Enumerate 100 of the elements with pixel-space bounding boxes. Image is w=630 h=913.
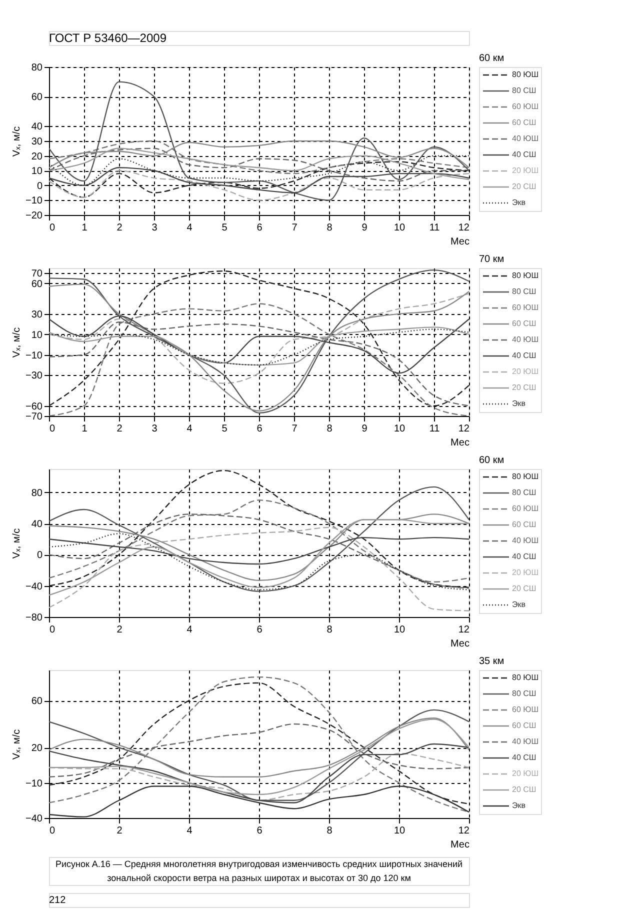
legend-title: 70 км bbox=[479, 254, 504, 265]
x-tick-label: 8 bbox=[326, 222, 333, 234]
y-tick-label: −10 bbox=[26, 196, 43, 207]
legend-label: 40 ЮШ bbox=[512, 737, 539, 746]
legend-label: 80 СШ bbox=[512, 86, 536, 95]
x-tick-label: 12 bbox=[458, 222, 470, 234]
line-series bbox=[49, 500, 469, 583]
line-series bbox=[49, 81, 469, 201]
legend-label: 40 СШ bbox=[512, 753, 536, 762]
x-tick-label: 7 bbox=[292, 424, 298, 434]
legend-title: 60 км bbox=[479, 455, 504, 466]
legend-label: 20 ЮШ bbox=[512, 367, 539, 376]
x-tick-label: 8 bbox=[326, 826, 333, 836]
x-tick-label: 2 bbox=[116, 826, 123, 836]
text: зональной скорости ветра на разных широтах и высотах от 30 до 120 км bbox=[107, 873, 411, 883]
line-series bbox=[49, 743, 469, 804]
y-tick-label: −30 bbox=[26, 370, 43, 382]
line-series bbox=[49, 718, 469, 796]
line-series bbox=[49, 161, 469, 198]
line-series bbox=[49, 315, 469, 374]
y-tick-label: −70 bbox=[26, 412, 43, 422]
y-tick-label: −40 bbox=[26, 581, 43, 592]
legend-title: 60 км bbox=[479, 53, 504, 64]
y-tick-label: 40 bbox=[31, 122, 43, 133]
x-tick-label: 3 bbox=[152, 222, 158, 234]
legend-label: 20 ЮШ bbox=[512, 568, 539, 577]
line-series bbox=[49, 470, 469, 588]
legend-label: 40 ЮШ bbox=[512, 536, 539, 545]
x-tick-label: 9 bbox=[362, 424, 368, 434]
x-tick-label: 3 bbox=[152, 424, 158, 434]
x-tick-label: 6 bbox=[256, 826, 263, 836]
x-tick-label: 12 bbox=[458, 826, 470, 836]
y-tick-label: 60 bbox=[31, 278, 43, 290]
legend-label: 40 СШ bbox=[512, 552, 536, 561]
legend-label: Экв bbox=[512, 801, 526, 810]
y-axis-title: Vₓ, м/с bbox=[12, 126, 23, 157]
legend-label: 60 СШ bbox=[512, 319, 536, 328]
y-tick-label: −10 bbox=[26, 350, 43, 362]
y-tick-label: 80 bbox=[31, 488, 43, 499]
x-tick-label: 0 bbox=[50, 826, 56, 836]
legend-label: 40 СШ bbox=[512, 150, 536, 159]
line-series bbox=[49, 536, 469, 565]
text: 60 ЮШ bbox=[512, 504, 539, 513]
legend-label: 40 ЮШ bbox=[512, 335, 539, 344]
x-tick-label: 2 bbox=[116, 424, 123, 434]
y-tick-label: 10 bbox=[31, 166, 43, 178]
x-tick-label: 10 bbox=[394, 624, 406, 636]
x-axis-title: Мес bbox=[450, 638, 470, 650]
y-axis-title: Vₓ, м/с bbox=[12, 528, 23, 559]
y-tick-label: 70 bbox=[31, 268, 43, 280]
line-series bbox=[49, 170, 469, 201]
x-tick-label: 7 bbox=[292, 222, 298, 234]
legend-label: Экв bbox=[512, 198, 526, 207]
legend-label: 20 ЮШ bbox=[512, 166, 539, 175]
legend-label: 20 ЮШ bbox=[512, 769, 539, 778]
x-axis-title: Мес bbox=[450, 840, 470, 850]
text: 80 СШ bbox=[512, 287, 536, 296]
x-tick-label: 6 bbox=[256, 424, 263, 434]
x-tick-label: 2 bbox=[116, 624, 123, 636]
y-tick-label: 0 bbox=[36, 180, 43, 192]
text: Рисунок А.16 — Средняя многолетняя внутригодовая изменчивость средних широтных значений bbox=[55, 859, 463, 869]
y-tick-label: 60 bbox=[31, 92, 43, 104]
text: ГОСТ Р 53460—2009 bbox=[49, 31, 167, 45]
y-tick-label: 80 bbox=[31, 62, 43, 74]
legend-label: Экв bbox=[512, 399, 526, 408]
x-tick-label: 4 bbox=[186, 222, 193, 234]
x-tick-label: 1 bbox=[82, 222, 88, 234]
line-series bbox=[49, 533, 469, 590]
legend-label: 20 СШ bbox=[512, 584, 536, 593]
x-tick-label: 12 bbox=[458, 424, 470, 434]
legend-label: 40 ЮШ bbox=[512, 134, 539, 143]
x-tick-label: 4 bbox=[186, 826, 193, 836]
text: 80 ЮШ bbox=[512, 673, 539, 682]
y-axis-title: Vₓ, м/с bbox=[12, 327, 23, 358]
line-series bbox=[49, 486, 469, 592]
x-tick-label: 10 bbox=[394, 222, 406, 234]
y-axis-title: Vₓ, м/с bbox=[12, 729, 23, 760]
line-series bbox=[49, 519, 469, 596]
x-tick-label: 5 bbox=[222, 222, 228, 234]
x-tick-label: 8 bbox=[326, 624, 333, 636]
text: 80 ЮШ bbox=[512, 472, 539, 481]
line-series bbox=[49, 292, 469, 384]
x-tick-label: 8 bbox=[326, 424, 333, 434]
y-tick-label: 0 bbox=[36, 550, 43, 562]
x-tick-label: 11 bbox=[429, 424, 440, 434]
line-series bbox=[49, 140, 469, 174]
line-series bbox=[49, 155, 469, 186]
x-tick-label: 2 bbox=[116, 222, 123, 234]
x-tick-label: 10 bbox=[394, 424, 406, 434]
y-tick-label: −10 bbox=[26, 778, 43, 790]
x-tick-label: 0 bbox=[50, 424, 56, 434]
text: 212 bbox=[49, 895, 66, 906]
legend-label: 80 ЮШ bbox=[512, 70, 539, 79]
y-tick-label: 20 bbox=[31, 151, 43, 162]
x-tick-label: 10 bbox=[394, 826, 406, 836]
x-tick-label: 4 bbox=[186, 624, 193, 636]
x-tick-label: 4 bbox=[186, 424, 193, 434]
legend-label: 40 СШ bbox=[512, 351, 536, 360]
x-tick-label: 6 bbox=[256, 222, 263, 234]
y-tick-label: 10 bbox=[31, 330, 43, 341]
